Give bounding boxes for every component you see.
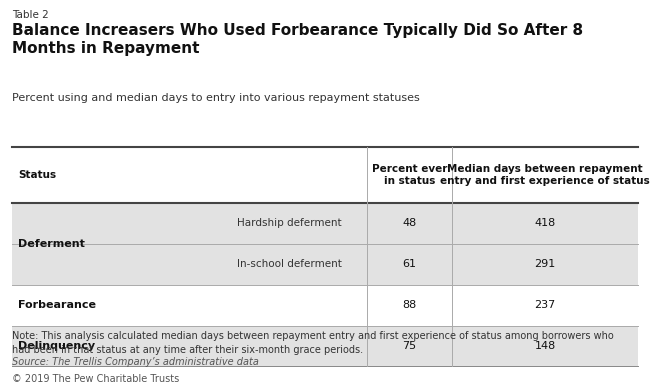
Text: 418: 418 — [534, 219, 556, 228]
Text: Status: Status — [18, 170, 57, 180]
Text: 148: 148 — [534, 341, 556, 351]
Text: 48: 48 — [402, 219, 417, 228]
Text: Deferment: Deferment — [18, 239, 85, 249]
Text: Median days between repayment
entry and first experience of status: Median days between repayment entry and … — [440, 164, 650, 186]
Text: 291: 291 — [534, 259, 556, 269]
Text: Table 2: Table 2 — [12, 10, 49, 20]
Text: In-school deferment: In-school deferment — [237, 259, 342, 269]
Text: Note: This analysis calculated median days between repayment entry and first exp: Note: This analysis calculated median da… — [12, 331, 614, 356]
Text: 88: 88 — [402, 300, 417, 310]
Text: 61: 61 — [402, 259, 417, 269]
Text: Percent ever
in status: Percent ever in status — [372, 164, 447, 186]
Text: Delinquency: Delinquency — [18, 341, 96, 351]
Text: Hardship deferment: Hardship deferment — [237, 219, 342, 228]
Text: Forbearance: Forbearance — [18, 300, 96, 310]
Text: Source: The Trellis Company’s administrative data: Source: The Trellis Company’s administra… — [12, 357, 259, 367]
Text: © 2019 The Pew Charitable Trusts: © 2019 The Pew Charitable Trusts — [12, 374, 179, 384]
Text: 237: 237 — [534, 300, 556, 310]
Text: Balance Increasers Who Used Forbearance Typically Did So After 8
Months in Repay: Balance Increasers Who Used Forbearance … — [12, 23, 583, 56]
Text: Percent using and median days to entry into various repayment statuses: Percent using and median days to entry i… — [12, 93, 419, 103]
Text: 75: 75 — [402, 341, 417, 351]
